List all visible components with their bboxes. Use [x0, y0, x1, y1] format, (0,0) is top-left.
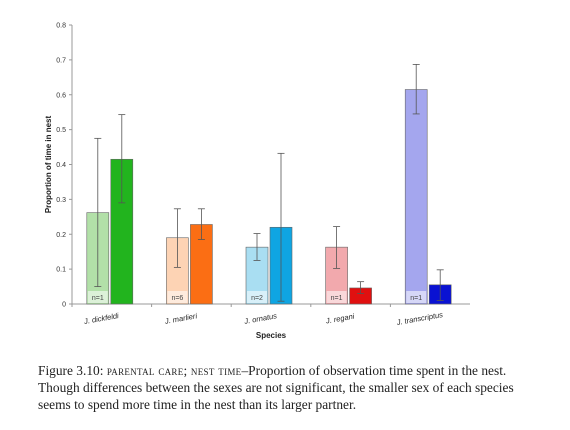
- x-tick-label: J. ornatus: [243, 311, 278, 326]
- y-tick-label: 0.7: [56, 57, 66, 64]
- y-tick-label: 0.1: [56, 267, 66, 274]
- bar-chart: 0 0.1 0.2 0.3 0.4 0.5 0.6 0.7 0.8 n=1 J. dickfeldi…: [44, 23, 470, 340]
- x-tick-label: J. transcriptus: [395, 310, 444, 327]
- caption-text: –Proportion of observation time spent in…: [38, 363, 514, 412]
- n-label-background: [87, 291, 108, 303]
- y-axis-title: Proportion of time in nest: [44, 116, 53, 214]
- n-label-background: [326, 291, 347, 303]
- bar: [404, 89, 428, 305]
- y-tick-label: 0.3: [56, 197, 66, 204]
- caption-subtopic: nest time: [190, 363, 242, 378]
- caption-topic: parental care;: [106, 363, 188, 378]
- y-tick-label: 0: [62, 302, 66, 309]
- figure-caption: Figure 3.10: parental care; nest time–Pr…: [38, 362, 538, 413]
- x-tick-label: J. marlieri: [163, 311, 198, 326]
- y-tick-label: 0.6: [56, 92, 66, 99]
- n-label-background: [406, 291, 427, 303]
- n-label: n=1: [410, 295, 422, 302]
- y-tick-label: 0.2: [56, 232, 66, 239]
- n-label: n=1: [92, 295, 104, 302]
- bars: [86, 64, 452, 305]
- n-label: n=1: [331, 295, 343, 302]
- n-label-background: [167, 291, 188, 303]
- x-tick-label: J. dickfeldi: [82, 311, 119, 326]
- y-tick-label: 0.8: [56, 23, 66, 30]
- x-tick-label: J. regani: [324, 312, 355, 326]
- caption-prefix: Figure 3.10:: [38, 363, 104, 378]
- n-label: n=2: [251, 295, 263, 302]
- y-tick-label: 0.5: [56, 127, 66, 134]
- axes: [69, 24, 470, 307]
- n-label-background: [247, 291, 267, 303]
- n-label: n=6: [171, 295, 183, 302]
- x-axis-title: Species: [256, 331, 287, 340]
- y-tick-label: 0.4: [56, 162, 66, 169]
